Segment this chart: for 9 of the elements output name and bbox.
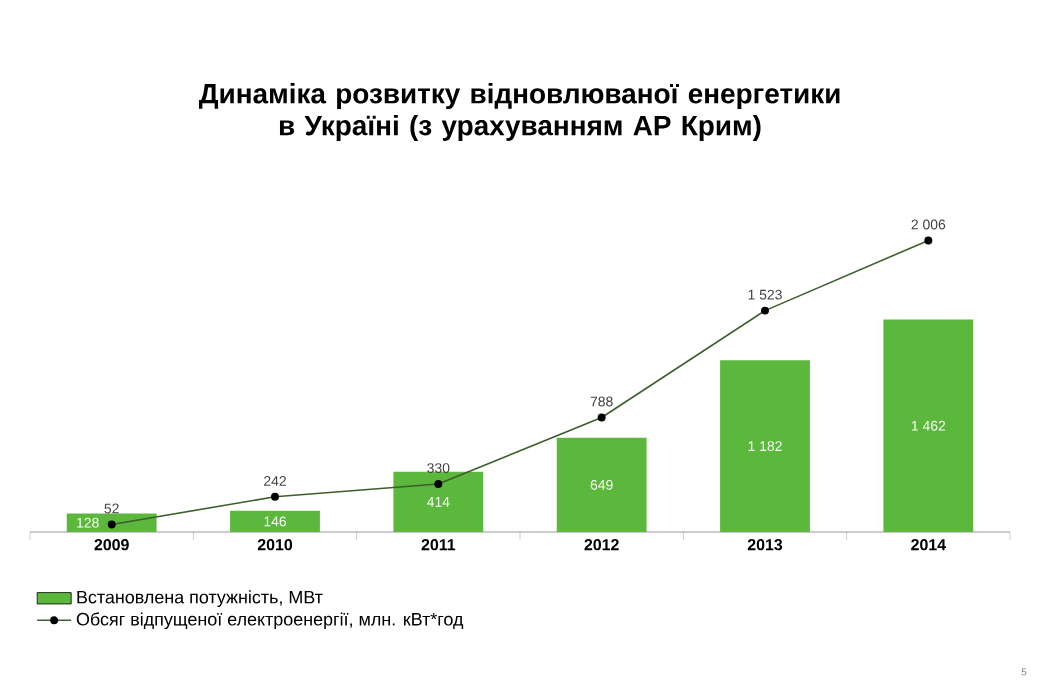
- legend-label: Обсяг відпущеної електроенергії, млн. кВт*год: [76, 612, 464, 630]
- bar: [883, 319, 974, 532]
- legend-label: Встановлена потужність, МВт: [77, 590, 323, 607]
- bar: [66, 513, 157, 532]
- bar: [720, 360, 810, 532]
- bar: [393, 471, 484, 532]
- bar: [230, 510, 320, 532]
- chart-title: Динаміка розвитку відновлюваної енергетики в Україні (з урахуванням АР Крим): [198, 83, 840, 141]
- bar: [556, 437, 647, 532]
